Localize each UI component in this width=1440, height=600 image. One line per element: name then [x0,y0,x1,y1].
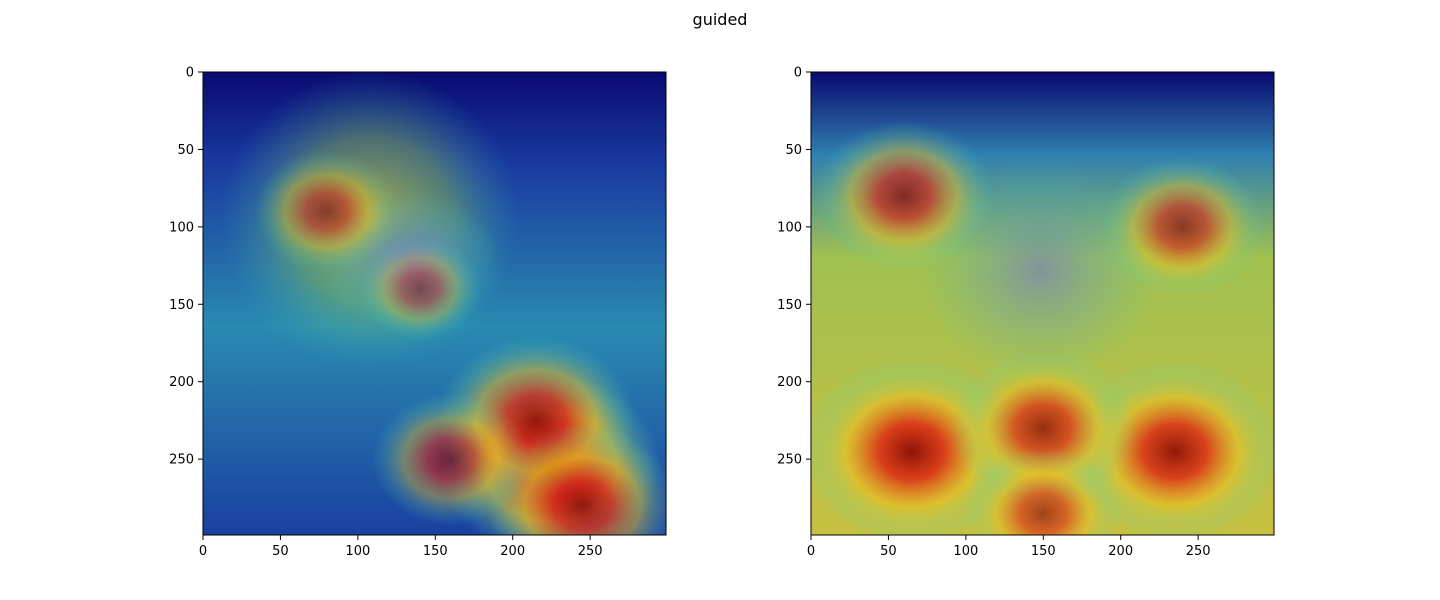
heatmap-panel-left: 0 50 100 150 200 250 0 50 100 150 200 250 [169,66,667,559]
x-tick-label: 0 [199,544,207,559]
x-tick-label: 250 [578,544,603,559]
x-tick-label: 50 [880,544,897,559]
y-tick-label: 200 [777,375,802,390]
x-tick-label: 150 [1031,544,1056,559]
y-tick-label: 100 [777,220,802,235]
x-tick-label: 100 [953,544,978,559]
y-tick-label: 0 [186,66,194,81]
x-tick-label: 200 [500,544,525,559]
x-tick-label: 100 [345,544,370,559]
plot-frame [810,71,1275,536]
heatmap-hotspot [372,392,530,526]
hotspot-group [811,120,1274,535]
y-tick-label: 50 [785,143,802,158]
heatmap-hotspot [358,236,481,341]
figure-title: guided [693,10,748,29]
y-tick-label: 250 [777,453,802,468]
y-tick-label: 0 [794,66,802,81]
heatmap-hotspot [964,446,1122,535]
y-tick-label: 100 [169,220,194,235]
x-tick-label: 50 [272,544,289,559]
heatmap-hotspot [1100,157,1265,297]
heatmap-hotspot [255,150,399,273]
y-tick-label: 150 [777,298,802,313]
x-tick-label: 250 [1186,544,1211,559]
y-axis-right: 0 50 100 150 200 250 [777,66,811,468]
y-tick-label: 200 [169,375,194,390]
hotspot-group [255,150,666,535]
heatmap-hotspot [486,424,666,535]
y-tick-label: 250 [169,453,194,468]
x-axis-left: 0 50 100 150 200 250 [199,535,603,559]
heatmap-hotspot [814,120,993,272]
y-axis-left: 0 50 100 150 200 250 [169,66,203,468]
x-tick-label: 150 [423,544,448,559]
x-tick-label: 0 [807,544,815,559]
y-tick-label: 150 [169,298,194,313]
x-tick-label: 200 [1108,544,1133,559]
heatmap-panel-right: 0 50 100 150 200 250 0 50 100 150 200 250 [777,66,1275,559]
plot-frame [202,71,667,536]
x-axis-right: 0 50 100 150 200 250 [807,535,1211,559]
y-tick-label: 50 [177,143,194,158]
